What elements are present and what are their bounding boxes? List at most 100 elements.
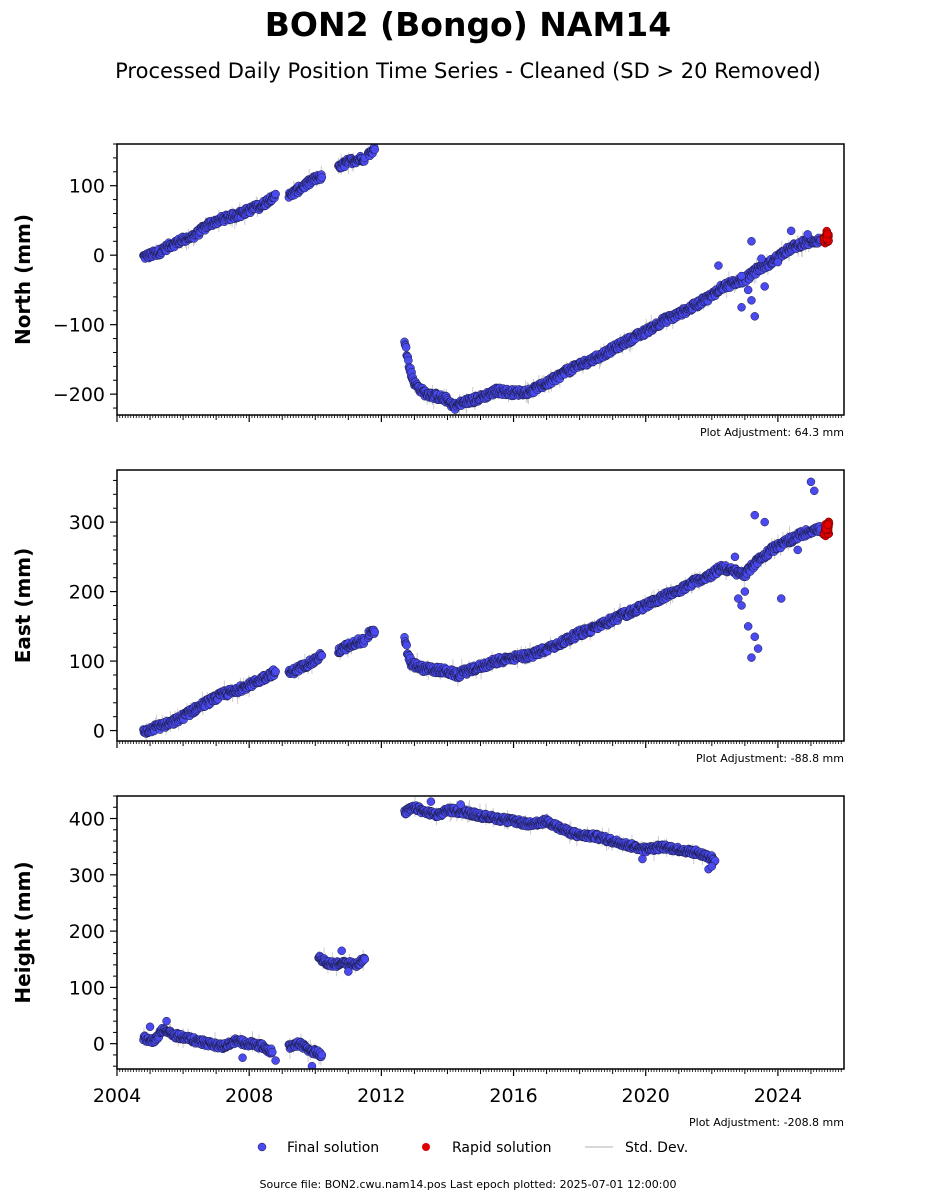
final-point	[757, 254, 766, 263]
x-tick-label: 2020	[622, 1085, 670, 1107]
x-tick-label: 2012	[357, 1085, 405, 1107]
y-tick-label: 0	[93, 721, 105, 743]
x-tick-label: 2008	[225, 1085, 273, 1107]
final-point	[773, 257, 783, 267]
rapid-points	[819, 517, 834, 541]
final-point	[426, 797, 436, 806]
plot-adjustment-note: Plot Adjustment: -208.8 mm	[689, 1116, 844, 1129]
final-point	[803, 230, 812, 239]
y-tick-label: 300	[69, 512, 105, 534]
y-tick-label: −100	[53, 315, 105, 337]
final-point	[737, 271, 746, 281]
plot-area	[139, 477, 834, 741]
y-axis-label: Height (mm)	[11, 861, 35, 1003]
final-point	[317, 173, 327, 182]
y-tick-label: 300	[69, 865, 105, 887]
final-point	[760, 282, 769, 291]
final-point	[730, 552, 740, 562]
final-point	[737, 303, 746, 312]
final-point	[760, 517, 769, 527]
legend-rapid-label: Rapid solution	[452, 1140, 552, 1156]
final-point	[750, 510, 760, 520]
final-point	[307, 1061, 317, 1069]
final-point	[776, 594, 786, 603]
final-point	[271, 667, 280, 676]
y-tick-label: 100	[69, 651, 105, 673]
final-points	[139, 477, 826, 738]
y-tick-label: 100	[69, 977, 105, 999]
legend: Final solution Rapid solution Std. Dev.	[257, 1140, 688, 1156]
source-note: Source file: BON2.cwu.nam14.pos Last epo…	[260, 1178, 677, 1191]
final-point	[810, 486, 819, 496]
final-point	[714, 261, 723, 270]
y-tick-label: −200	[53, 384, 105, 406]
final-point	[370, 145, 380, 154]
final-point	[268, 1047, 277, 1057]
final-point	[786, 226, 796, 236]
plot-adjustment-note: Plot Adjustment: -88.8 mm	[696, 752, 844, 765]
north-panel: −200 −100 0 100 North (mm) Plot Adjustment: 6…	[11, 143, 845, 439]
final-point	[750, 312, 760, 321]
final-point	[162, 1016, 171, 1026]
final-points	[139, 144, 826, 414]
final-point	[271, 1056, 280, 1065]
final-point	[370, 627, 380, 637]
y-tick-label: 200	[69, 921, 105, 943]
final-point	[806, 477, 816, 487]
final-point	[238, 1053, 247, 1062]
std-dev-bars	[155, 144, 821, 415]
legend-std-label: Std. Dev.	[625, 1140, 688, 1156]
final-point	[317, 651, 327, 660]
legend-rapid-marker	[422, 1143, 430, 1151]
final-point	[743, 622, 753, 631]
east-panel: 0 100 200 300 East (mm) Plot Adjustment: -88.…	[11, 469, 845, 765]
legend-final-marker	[257, 1142, 267, 1152]
final-point	[750, 632, 760, 642]
final-point	[402, 641, 411, 650]
final-point	[737, 601, 746, 610]
std-dev-bars	[145, 521, 818, 741]
y-axis-label: North (mm)	[11, 214, 35, 345]
plot-area	[139, 144, 833, 415]
final-point	[743, 285, 753, 295]
figure-subtitle: Processed Daily Position Time Series - C…	[115, 59, 821, 83]
plot-frame	[116, 469, 845, 742]
figure-title: BON2 (Bongo) NAM14	[265, 5, 671, 44]
final-point	[734, 594, 743, 603]
final-point	[344, 967, 353, 976]
final-point	[317, 1050, 327, 1060]
rapid-point	[823, 520, 833, 529]
legend-final-label: Final solution	[287, 1140, 379, 1156]
x-tick-label: 2004	[93, 1085, 141, 1107]
final-point	[747, 653, 756, 662]
final-point	[271, 189, 280, 199]
y-tick-label: 0	[93, 245, 105, 267]
final-point	[747, 237, 756, 246]
final-point	[747, 296, 756, 305]
final-points	[139, 797, 720, 1069]
final-point	[360, 954, 370, 964]
final-point	[793, 545, 802, 555]
y-tick-label: 0	[93, 1034, 105, 1056]
x-tick-label: 2024	[754, 1085, 802, 1107]
height-panel: 0 100 200 300 400 2004 2008 2012 2016 2020 2024 Hei…	[11, 795, 845, 1129]
final-point	[401, 343, 411, 352]
final-point	[740, 587, 750, 596]
plot-adjustment-note: Plot Adjustment: 64.3 mm	[700, 426, 844, 439]
rapid-point	[823, 229, 832, 239]
y-tick-label: 100	[69, 176, 105, 198]
final-point	[456, 800, 465, 809]
final-point	[707, 862, 717, 871]
final-point	[638, 854, 647, 864]
plot-frame	[116, 795, 845, 1070]
final-point	[145, 1022, 155, 1032]
x-tick-label: 2016	[489, 1085, 537, 1107]
y-tick-label: 200	[69, 582, 105, 604]
plot-area	[139, 796, 720, 1069]
y-tick-label: 400	[69, 809, 105, 831]
std-dev-bars	[143, 796, 713, 1066]
final-point	[337, 946, 346, 956]
y-axis-label: East (mm)	[11, 548, 35, 664]
final-point	[753, 644, 763, 653]
